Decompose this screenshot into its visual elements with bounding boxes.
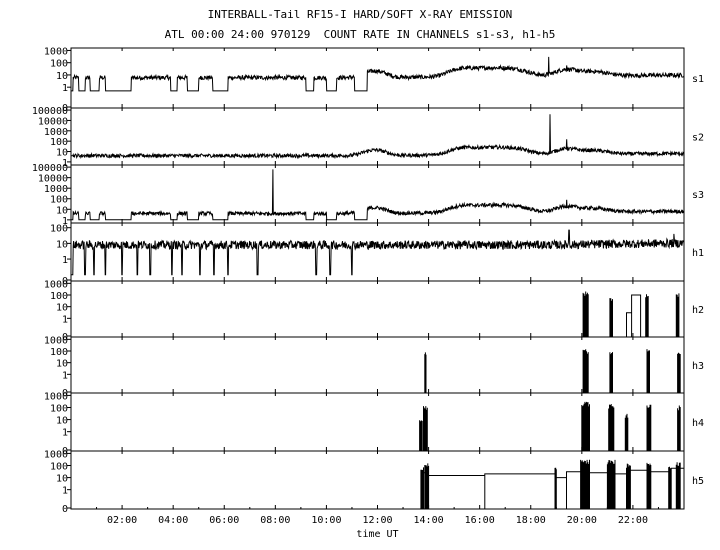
y-tick-label-h1: 10 [56,239,68,250]
y-tick-label-s3: 1 [62,216,68,227]
y-tick-label-s2: 1000 [44,127,68,138]
y-tick-label-h4: 1 [62,428,68,439]
y-tick-label-h5: 0 [62,504,68,515]
chart-title: INTERBALL-Tail RF15-I HARD/SOFT X-RAY EM… [207,8,513,21]
y-tick-label-s2: 100000 [32,106,68,117]
x-tick-label: 18:00 [516,515,546,526]
y-tick-label-s3: 1000 [44,184,68,195]
y-tick-label-h2: 100 [50,291,68,302]
channel-label-h2: h2 [692,305,704,316]
channel-label-h4: h4 [692,418,704,429]
y-tick-label-h5: 100 [50,462,68,473]
y-tick-label-h3: 100 [50,347,68,358]
y-tick-label-s1: 10 [56,71,68,82]
y-tick-label-h4: 0 [62,446,68,457]
y-tick-label-h5: 10 [56,474,68,485]
y-tick-label-h3: 1 [62,370,68,381]
y-tick-label-s1: 0 [62,103,68,114]
y-tick-label-h4: 10 [56,416,68,427]
y-tick-label-s2: 10 [56,148,68,159]
channel-label-s2: s2 [692,133,704,144]
y-tick-label-h1: 100 [50,224,68,235]
y-tick-label-h3: 0 [62,388,68,399]
series-line-h2 [582,291,680,337]
series-line-h4 [419,401,681,451]
chart-subtitle: ATL 00:00 24:00 970129 COUNT RATE IN CHA… [164,28,556,41]
x-tick-label: 20:00 [567,515,597,526]
panel-frame-h3 [70,336,685,394]
y-tick-label-s2: 10000 [38,116,68,127]
series-line-h3 [424,349,681,393]
x-tick-label: 10:00 [311,515,341,526]
y-tick-label-h2: 0 [62,332,68,343]
y-tick-label-h2: 10 [56,303,68,314]
panel-frame-h4 [70,392,685,452]
series-line-s3 [71,169,685,221]
y-tick-label-s1: 1000 [44,46,68,57]
series-line-s1 [71,56,685,92]
x-tick-label: 12:00 [362,515,392,526]
x-tick-label: 14:00 [414,515,444,526]
panel-frame-h1 [70,222,685,282]
y-tick-label-s3: 10000 [38,174,68,185]
x-tick-label: 08:00 [260,515,290,526]
y-tick-label-h3: 1000 [44,335,68,346]
y-tick-label-h4: 1000 [44,391,68,402]
y-tick-label-h1: 1 [62,255,68,266]
channel-label-h1: h1 [692,248,704,259]
y-tick-label-s2: 1 [62,158,68,169]
x-tick-label: 22:00 [618,515,648,526]
y-tick-label-s1: 100 [50,59,68,70]
channel-label-s1: s1 [692,74,704,85]
channel-label-h3: h3 [692,361,704,372]
panel-frame-h2 [70,280,685,338]
y-tick-label-s3: 10 [56,205,68,216]
x-tick-label: 16:00 [465,515,495,526]
series-line-s2 [71,114,685,160]
y-tick-label-h3: 10 [56,359,68,370]
x-tick-label: 04:00 [158,515,188,526]
y-tick-label-h4: 100 [50,404,68,415]
x-tick-label: 02:00 [107,515,137,526]
y-tick-label-h2: 1000 [44,279,68,290]
channel-label-s3: s3 [692,190,704,201]
y-tick-label-s1: 1 [62,83,68,94]
y-tick-label-s2: 100 [50,137,68,148]
y-tick-label-h1: 0 [62,276,68,287]
y-tick-label-s3: 100 [50,195,68,206]
y-tick-label-h5: 1000 [44,449,68,460]
series-line-h1 [71,229,685,276]
panel-frame-h5 [70,450,685,510]
series-line-h5 [420,459,685,509]
y-tick-label-h2: 1 [62,314,68,325]
y-tick-label-s3: 100000 [32,163,68,174]
x-axis-label: time UT [356,529,398,540]
channel-label-h5: h5 [692,476,704,487]
y-tick-label-h5: 1 [62,486,68,497]
x-tick-label: 06:00 [209,515,239,526]
